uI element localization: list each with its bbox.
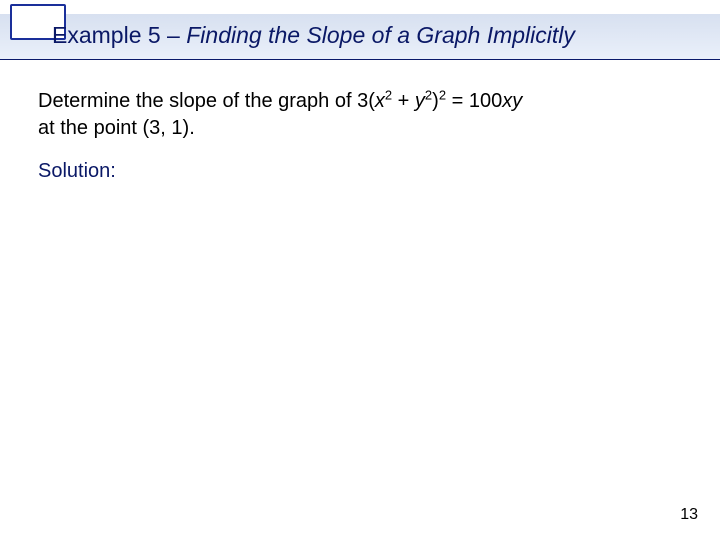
eq-xy-x: x — [502, 90, 512, 112]
eq-plus: + — [392, 90, 415, 112]
eq-eq: = 100 — [446, 90, 502, 112]
body-line-2: at the point (3, 1). — [38, 115, 195, 142]
body-pre: Determine the slope of the graph of 3( — [38, 90, 375, 112]
eq-sq3: 2 — [439, 87, 446, 102]
title-italic: Finding the Slope of a Graph Implicitly — [186, 22, 575, 48]
page-number: 13 — [680, 506, 698, 524]
eq-xy-y: y — [512, 90, 522, 112]
solution-label: Solution: — [38, 160, 116, 183]
eq-y: y — [415, 90, 425, 112]
title-prefix: Example 5 – — [52, 22, 186, 48]
slide: Example 5 – Finding the Slope of a Graph… — [0, 0, 720, 540]
body-line-1: Determine the slope of the graph of 3(x2… — [38, 88, 522, 115]
slide-title: Example 5 – Finding the Slope of a Graph… — [52, 22, 575, 49]
eq-x: x — [375, 90, 385, 112]
eq-close: ) — [432, 90, 439, 112]
